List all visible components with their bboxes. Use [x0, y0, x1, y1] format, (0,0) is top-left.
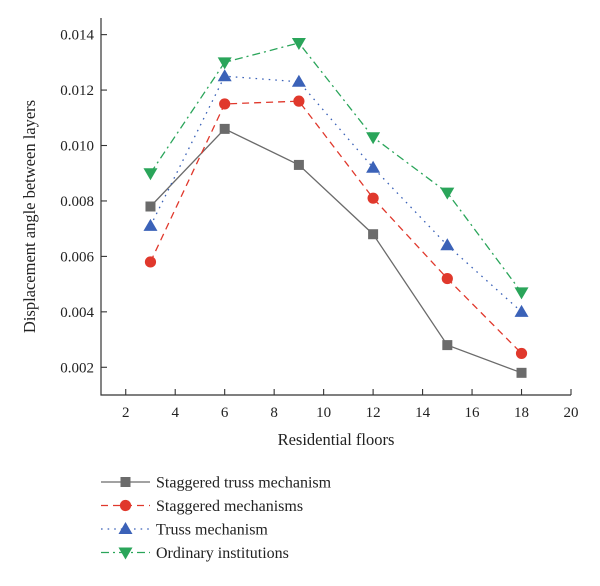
- x-axis-title: Residential floors: [278, 430, 395, 449]
- y-tick-label: 0.006: [60, 249, 94, 265]
- data-point: [366, 132, 381, 145]
- legend-marker: [119, 499, 132, 512]
- data-point: [217, 57, 232, 70]
- x-tick-label: 4: [171, 405, 179, 421]
- series-line: [149, 100, 522, 354]
- data-point: [441, 272, 453, 285]
- y-axis-title: Displacement angle between layers: [20, 100, 39, 333]
- data-point: [514, 287, 529, 300]
- y-tick-label: 0.010: [60, 139, 94, 155]
- x-tick-label: 10: [316, 405, 331, 421]
- legend-label: Staggered mechanisms: [156, 498, 303, 515]
- axes: [100, 18, 571, 396]
- legend-marker: [120, 477, 131, 487]
- legend-item: Staggered truss mechanism: [101, 475, 332, 492]
- data-point: [514, 304, 529, 317]
- legend-label: Ordinary institutions: [156, 545, 289, 562]
- x-tick-label: 20: [564, 405, 579, 421]
- series-2: [143, 69, 529, 317]
- legend-label: Truss mechanism: [156, 522, 268, 539]
- series-layer: [143, 37, 529, 378]
- series-line: [149, 75, 522, 313]
- axis-titles: Residential floors Displacement angle be…: [20, 100, 394, 449]
- series-line: [150, 128, 522, 374]
- y-axis-ticks: 0.002 0.004 0.006 0.008 0.010 0.012 0.014: [60, 28, 107, 376]
- x-tick-label: 8: [270, 405, 278, 421]
- x-tick-label: 14: [415, 405, 431, 421]
- legend-item: Truss mechanism: [101, 522, 268, 539]
- legend-marker: [118, 522, 133, 534]
- y-tick-label: 0.012: [60, 83, 94, 99]
- axis-frame: [100, 18, 571, 396]
- data-point: [440, 187, 455, 200]
- series-0: [145, 123, 527, 378]
- data-point: [217, 69, 232, 82]
- data-point: [144, 256, 157, 268]
- data-point: [293, 159, 304, 170]
- y-tick-label: 0.002: [60, 360, 94, 376]
- series-line: [149, 42, 523, 293]
- data-point: [291, 37, 306, 50]
- legend-marker: [118, 547, 133, 560]
- x-tick-label: 18: [514, 405, 529, 421]
- x-tick-label: 6: [221, 405, 229, 421]
- data-point: [367, 192, 379, 204]
- data-point: [143, 168, 158, 181]
- data-point: [219, 98, 231, 110]
- data-point: [516, 367, 527, 378]
- data-point: [442, 340, 453, 351]
- data-point: [515, 347, 528, 360]
- y-tick-label: 0.008: [60, 194, 94, 210]
- legend-item: Ordinary institutions: [101, 545, 289, 562]
- x-tick-label: 2: [122, 405, 130, 421]
- data-point: [366, 160, 381, 173]
- series-3: [143, 37, 529, 300]
- data-point: [291, 74, 306, 87]
- data-point: [219, 123, 230, 134]
- x-axis-ticks: 2 4 6 8 10 12 14 16 18 20: [122, 389, 579, 421]
- x-tick-label: 16: [465, 405, 481, 421]
- series-1: [144, 95, 528, 360]
- data-point: [293, 95, 305, 107]
- data-point: [368, 229, 379, 240]
- legend: Staggered truss mechanism Staggered mecha…: [101, 475, 332, 562]
- data-point: [143, 218, 158, 231]
- y-tick-label: 0.004: [60, 305, 94, 321]
- data-point: [440, 238, 455, 251]
- data-point: [145, 201, 156, 212]
- legend-item: Staggered mechanisms: [101, 498, 303, 515]
- y-tick-label: 0.014: [60, 28, 94, 44]
- x-tick-label: 12: [366, 405, 381, 421]
- legend-label: Staggered truss mechanism: [156, 475, 332, 492]
